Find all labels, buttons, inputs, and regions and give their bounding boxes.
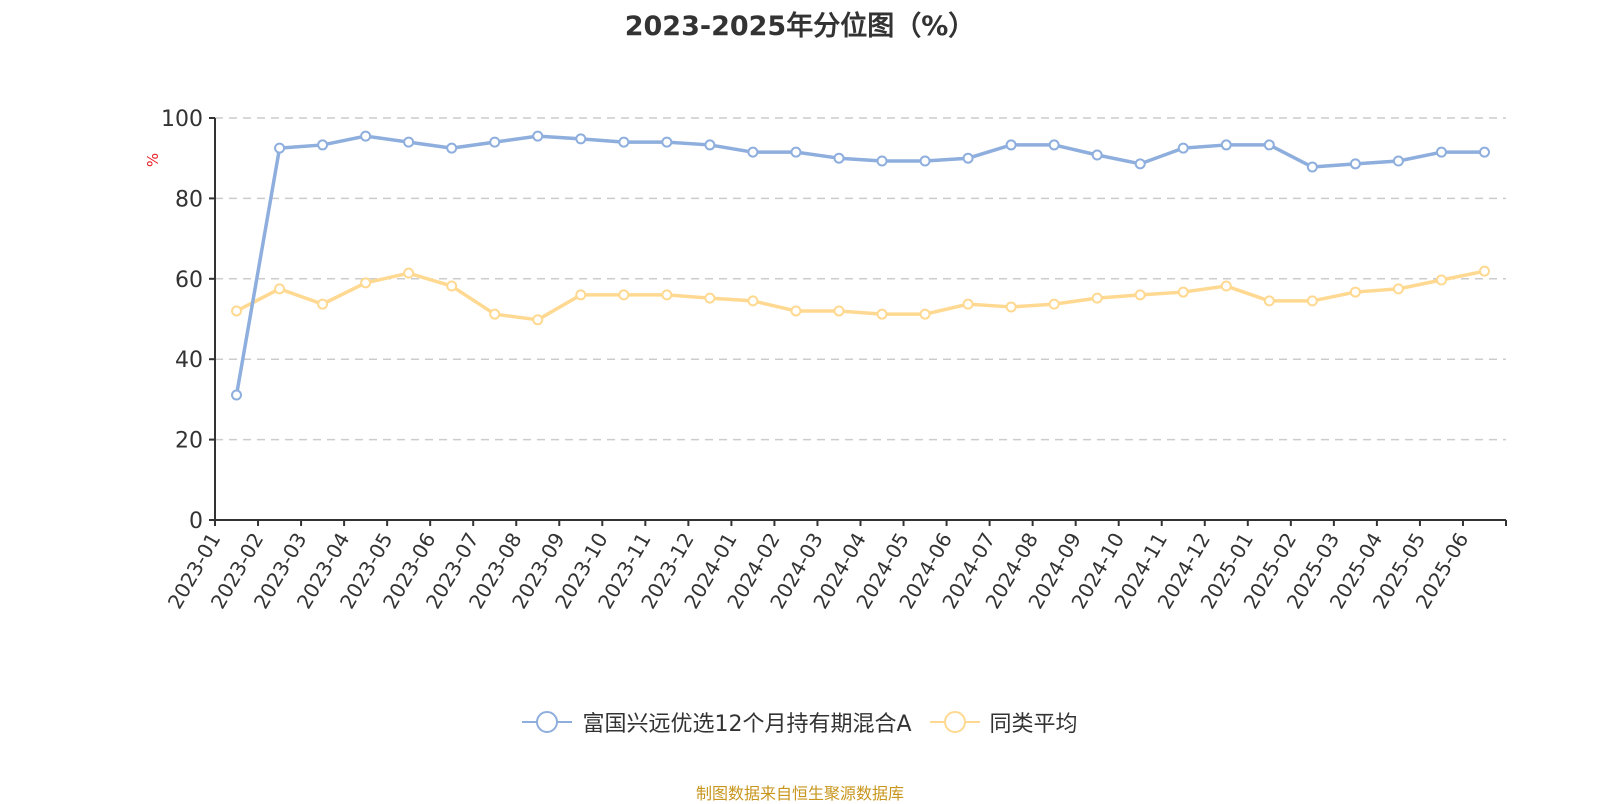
data-point[interactable] <box>919 155 931 167</box>
data-point[interactable] <box>1177 142 1189 154</box>
data-point[interactable] <box>1048 298 1060 310</box>
y-axis: 0 20 40 60 80 100 <box>161 107 216 534</box>
data-point[interactable] <box>360 277 372 289</box>
y-tick-label: 60 <box>175 268 203 293</box>
data-point[interactable] <box>1392 155 1404 167</box>
data-point[interactable] <box>446 280 458 292</box>
data-point[interactable] <box>1263 295 1275 307</box>
data-source-note: 制图数据来自恒生聚源数据库 <box>695 784 904 803</box>
legend-item-fund[interactable]: 富国兴远优选12个月持有期混合A <box>522 706 912 738</box>
data-point[interactable] <box>489 136 501 148</box>
y-tick-label: 100 <box>161 107 203 132</box>
line-marker-icon <box>929 711 980 733</box>
data-point[interactable] <box>360 130 372 142</box>
series-average <box>231 265 1490 326</box>
data-point[interactable] <box>747 295 759 307</box>
data-point[interactable] <box>618 136 630 148</box>
data-point[interactable] <box>790 146 802 158</box>
data-point[interactable] <box>446 142 458 154</box>
series-fund <box>231 130 1490 401</box>
data-point[interactable] <box>704 292 716 304</box>
y-axis-unit: % <box>144 153 162 167</box>
data-point[interactable] <box>575 289 587 301</box>
legend-label-fund: 富国兴远优选12个月持有期混合A <box>582 712 912 737</box>
line-marker-icon <box>522 711 573 733</box>
data-point[interactable] <box>532 130 544 142</box>
series-line <box>235 269 1485 322</box>
data-point[interactable] <box>1435 274 1447 286</box>
series-lines <box>231 130 1490 401</box>
data-point[interactable] <box>403 136 415 148</box>
data-point[interactable] <box>1134 289 1146 301</box>
data-point[interactable] <box>1220 280 1232 292</box>
data-point[interactable] <box>661 289 673 301</box>
data-point[interactable] <box>833 305 845 317</box>
data-point[interactable] <box>790 305 802 317</box>
data-point[interactable] <box>1091 149 1103 161</box>
data-point[interactable] <box>1177 286 1189 298</box>
data-point[interactable] <box>1478 146 1490 158</box>
data-point[interactable] <box>833 152 845 164</box>
data-point[interactable] <box>1306 161 1318 173</box>
data-point[interactable] <box>919 308 931 320</box>
data-point[interactable] <box>1048 139 1060 151</box>
data-point[interactable] <box>317 298 329 310</box>
data-point[interactable] <box>1005 301 1017 313</box>
data-point[interactable] <box>317 139 329 151</box>
data-point[interactable] <box>231 389 243 401</box>
y-tick-label: 20 <box>175 429 203 454</box>
data-point[interactable] <box>704 139 716 151</box>
x-axis: 2023-012023-022023-032023-042023-052023-… <box>163 519 1507 613</box>
legend-label-average: 同类平均 <box>989 712 1078 737</box>
y-tick-label: 40 <box>175 348 203 373</box>
data-point[interactable] <box>1392 283 1404 295</box>
data-point[interactable] <box>1134 158 1146 170</box>
data-point[interactable] <box>747 146 759 158</box>
data-point[interactable] <box>618 289 630 301</box>
data-point[interactable] <box>1263 139 1275 151</box>
data-point[interactable] <box>1349 286 1361 298</box>
data-point[interactable] <box>1005 139 1017 151</box>
series-line <box>234 134 1485 396</box>
data-point[interactable] <box>1306 295 1318 307</box>
data-point[interactable] <box>1349 158 1361 170</box>
legend-item-average[interactable]: 同类平均 <box>929 706 1078 738</box>
y-tick-label: 80 <box>175 187 203 212</box>
data-point[interactable] <box>876 155 888 167</box>
chart-title: 2023-2025年分位图（%） <box>624 11 976 42</box>
data-point[interactable] <box>661 136 673 148</box>
y-tick-label: 0 <box>189 509 203 534</box>
data-point[interactable] <box>489 308 501 320</box>
data-point[interactable] <box>962 298 974 310</box>
data-point[interactable] <box>876 308 888 320</box>
data-point[interactable] <box>532 314 544 326</box>
line-chart: 0 20 40 60 80 100 2023-012023-022023-032023-0… <box>144 107 1507 613</box>
data-point[interactable] <box>575 133 587 145</box>
data-point[interactable] <box>1220 139 1232 151</box>
data-point[interactable] <box>962 152 974 164</box>
data-point[interactable] <box>1091 292 1103 304</box>
data-point[interactable] <box>403 267 415 279</box>
legend: 富国兴远优选12个月持有期混合A 同类平均 <box>0 706 1600 738</box>
data-point[interactable] <box>274 142 286 154</box>
data-point[interactable] <box>1478 265 1490 277</box>
data-point[interactable] <box>231 305 243 317</box>
data-point[interactable] <box>274 283 286 295</box>
data-point[interactable] <box>1435 146 1447 158</box>
